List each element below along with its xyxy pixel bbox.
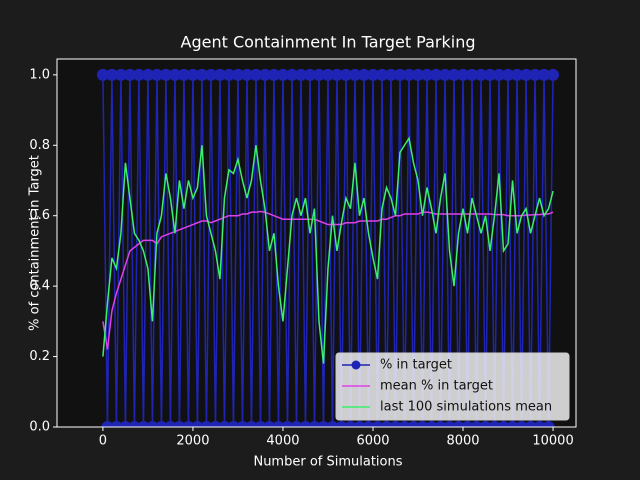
series-line: [102, 74, 554, 427]
y-tick-label: 0.2: [29, 349, 50, 364]
legend-label: % in target: [380, 358, 452, 373]
series-line: [102, 210, 554, 350]
x-tick-label: 10000: [532, 434, 573, 449]
legend-box: [335, 352, 570, 421]
y-axis-label: % of containment in Target: [28, 155, 43, 331]
chart-title: Agent Containment In Target Parking: [181, 33, 476, 52]
legend-marker: [351, 360, 361, 370]
axes-frame: [56, 58, 577, 428]
x-tick-label: 0: [99, 434, 107, 449]
legend-label: last 100 simulations mean: [380, 400, 552, 415]
x-tick-label: 4000: [266, 434, 299, 449]
x-tick-label: 2000: [176, 434, 209, 449]
y-tick-label: 0.0: [29, 420, 50, 435]
y-tick-label: 1.0: [29, 67, 50, 82]
y-tick-label: 0.4: [29, 279, 50, 294]
series-line: [102, 136, 554, 364]
legend-label: mean % in target: [380, 379, 493, 394]
x-tick-label: 8000: [446, 434, 479, 449]
x-axis-label: Number of Simulations: [253, 455, 402, 470]
plot-area: [96, 68, 560, 427]
x-tick-label: 6000: [356, 434, 389, 449]
y-tick-label: 0.8: [29, 138, 50, 153]
y-tick-label: 0.6: [29, 208, 50, 223]
